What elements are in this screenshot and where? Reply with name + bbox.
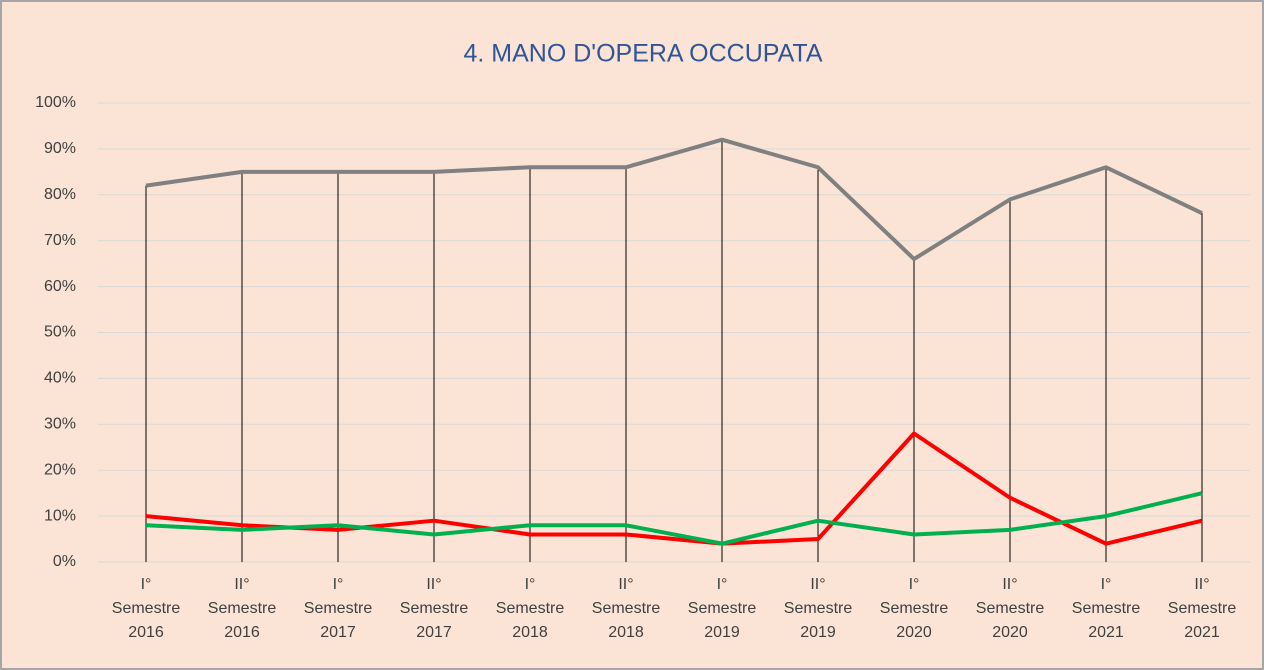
- x-tick-label-line: I°: [525, 576, 536, 593]
- y-tick-label: 50%: [44, 324, 76, 341]
- x-tick-label-line: Semestre: [208, 600, 277, 617]
- x-tick-label-line: Semestre: [592, 600, 661, 617]
- x-tick-label-line: 2020: [896, 624, 932, 641]
- series-line: [145, 431, 1203, 546]
- x-tick-label-line: II°: [1194, 576, 1209, 593]
- x-tick-label: I° Semestre 2020: [880, 576, 949, 641]
- x-tick-label-line: Semestre: [304, 600, 373, 617]
- x-tick-label-line: Semestre: [112, 600, 181, 617]
- y-tick-label: 90%: [44, 140, 76, 157]
- y-tick-label: 30%: [44, 416, 76, 433]
- x-tick-label: I° Semestre 2017: [304, 576, 373, 641]
- x-tick-label-line: II°: [618, 576, 633, 593]
- x-tick-label: II° Semestre 2017: [400, 576, 469, 641]
- y-tick-label: 100%: [35, 94, 76, 111]
- x-tick-label-line: 2021: [1088, 624, 1124, 641]
- x-tick-label-line: 2018: [608, 624, 644, 641]
- series-line: [145, 137, 1203, 262]
- x-tick-label: I° Semestre 2021: [1072, 576, 1141, 641]
- x-tick-label: II° Semestre 2019: [784, 576, 853, 641]
- y-tick-label: 70%: [44, 232, 76, 249]
- y-tick-label: 80%: [44, 186, 76, 203]
- y-tick-label: 10%: [44, 507, 76, 524]
- x-tick-label-line: 2019: [704, 624, 740, 641]
- chart-title: 4. MANO D'OPERA OCCUPATA: [464, 40, 823, 68]
- x-tick-label-line: I°: [717, 576, 728, 593]
- y-tick-label: 0%: [53, 553, 76, 570]
- x-tick-label-line: 2018: [512, 624, 548, 641]
- x-tick-label: I° Semestre 2016: [112, 576, 181, 641]
- x-tick-label-line: Semestre: [880, 600, 949, 617]
- x-tick-label-line: 2021: [1184, 624, 1220, 641]
- x-tick-label-line: Semestre: [688, 600, 757, 617]
- x-tick-label-line: Semestre: [400, 600, 469, 617]
- y-tick-label: 20%: [44, 461, 76, 478]
- x-tick-label-line: 2016: [224, 624, 260, 641]
- x-tick-label-line: Semestre: [784, 600, 853, 617]
- x-tick-label: II° Semestre 2021: [1168, 576, 1237, 641]
- y-tick-label: 60%: [44, 278, 76, 295]
- x-tick-label-line: Semestre: [976, 600, 1045, 617]
- x-tick-label: II° Semestre 2018: [592, 576, 661, 641]
- x-tick-label-line: I°: [333, 576, 344, 593]
- x-tick-label-line: 2019: [800, 624, 836, 641]
- x-tick-label: II° Semestre 2016: [208, 576, 277, 641]
- x-tick-label-line: I°: [141, 576, 152, 593]
- x-tick-label-line: Semestre: [496, 600, 565, 617]
- x-tick-label: I° Semestre 2019: [688, 576, 757, 641]
- x-tick-label-line: II°: [1002, 576, 1017, 593]
- x-tick-label-line: II°: [426, 576, 441, 593]
- x-tick-label-line: I°: [1101, 576, 1112, 593]
- x-tick-label-line: 2017: [320, 624, 356, 641]
- series-line: [145, 491, 1203, 546]
- x-tick-label: I° Semestre 2018: [496, 576, 565, 641]
- x-tick-label-line: 2016: [128, 624, 164, 641]
- x-tick-label-line: Semestre: [1072, 600, 1141, 617]
- x-tick-label: II° Semestre 2020: [976, 576, 1045, 641]
- x-tick-label-line: I°: [909, 576, 920, 593]
- x-tick-label-line: 2020: [992, 624, 1028, 641]
- y-tick-label: 40%: [44, 370, 76, 387]
- x-tick-label-line: Semestre: [1168, 600, 1237, 617]
- x-tick-label-line: 2017: [416, 624, 452, 641]
- x-tick-label-line: II°: [810, 576, 825, 593]
- x-tick-label-line: II°: [234, 576, 249, 593]
